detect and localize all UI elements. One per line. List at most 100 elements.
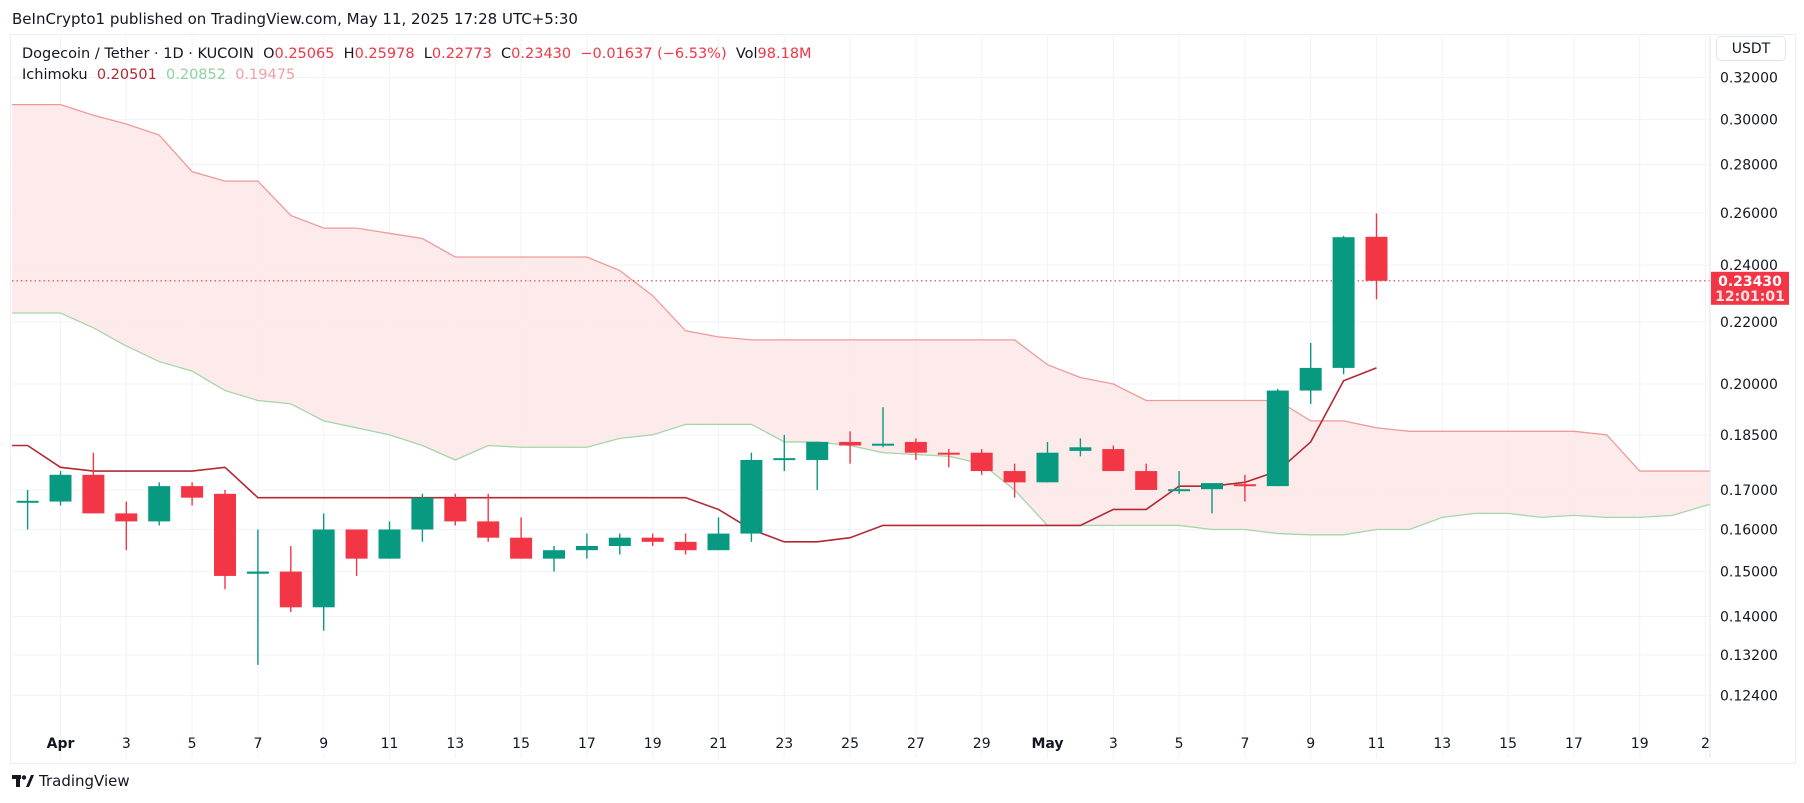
- ohlc-row: Dogecoin / Tether · 1D · KUCOIN O0.25065…: [22, 44, 812, 65]
- candle: [279, 545, 302, 612]
- candle-body: [970, 452, 993, 472]
- candle: [970, 449, 993, 475]
- candle: [1233, 474, 1256, 502]
- candle-body: [904, 441, 927, 453]
- ichimoku-lead-a-line: [12, 312, 1710, 536]
- candle: [411, 493, 434, 542]
- candle: [148, 482, 171, 526]
- candle: [246, 529, 269, 665]
- symbol-title[interactable]: Dogecoin / Tether · 1D · KUCOIN: [22, 46, 254, 62]
- candle: [1332, 235, 1355, 375]
- candle-body: [1332, 237, 1355, 368]
- candle-body: [312, 529, 335, 608]
- last-price-label: 0.23430 12:01:01: [1711, 271, 1789, 305]
- ichimoku-lead-b-line: [12, 103, 1710, 472]
- candle-body: [214, 493, 236, 576]
- candle-body: [148, 486, 171, 522]
- candle-body: [1102, 449, 1125, 472]
- x-tick-label: 3: [122, 736, 131, 752]
- ichimoku-conversion-line: [12, 367, 1377, 543]
- candle-body: [246, 571, 269, 574]
- candle-body: [345, 529, 368, 559]
- candle-body: [1365, 236, 1388, 281]
- x-tick-label: 7: [253, 736, 262, 752]
- candle-body: [641, 537, 664, 542]
- candle-body: [543, 550, 565, 559]
- y-tick-label: 0.15000: [1720, 565, 1778, 581]
- y-tick-label: 0.20000: [1720, 377, 1778, 393]
- candle-body: [806, 441, 829, 460]
- close-label: C: [501, 46, 512, 62]
- candle: [674, 533, 697, 555]
- candle-body: [674, 541, 697, 551]
- x-tick-label: 15: [1499, 736, 1517, 752]
- change-value: −0.01637 (−6.53%): [580, 46, 727, 62]
- ichimoku-cloud: [12, 104, 1710, 535]
- chart-frame: [10, 34, 1796, 764]
- candle-body: [510, 537, 533, 559]
- y-tick-label: 0.17000: [1720, 483, 1778, 499]
- candle: [806, 441, 829, 490]
- candle-body: [1299, 367, 1322, 391]
- candle: [82, 452, 105, 514]
- x-tick-label: 23: [775, 736, 793, 752]
- x-tick-label: 27: [907, 736, 925, 752]
- candle-body: [1168, 489, 1191, 492]
- y-tick-label: 0.26000: [1720, 206, 1778, 222]
- candle: [1036, 441, 1059, 483]
- candle-body: [16, 500, 39, 503]
- ichimoku-lead-a-value: 0.20852: [166, 67, 226, 83]
- candle: [1168, 471, 1191, 494]
- time-axis: Apr 3 5 7 9 11 13 15 17 19 21 23 25 27 29 May 3 5 7 9 11 13 15…: [47, 736, 1710, 752]
- volume-value: 98.18M: [757, 46, 812, 62]
- ichimoku-conversion-value: 0.20501: [96, 67, 157, 83]
- last-price-value: 0.23430: [1718, 274, 1782, 290]
- y-tick-label: 0.14000: [1720, 610, 1778, 626]
- x-tick-label: 19: [644, 736, 662, 752]
- x-tick-label: 15: [512, 736, 530, 752]
- candle-body: [1003, 471, 1026, 483]
- x-tick-label: 17: [1565, 736, 1583, 752]
- x-tick-label: 9: [319, 736, 328, 752]
- candle: [1266, 388, 1289, 487]
- candle-body: [1266, 390, 1289, 487]
- publisher-caption: BeInCrypto1 published on TradingView.com…: [12, 10, 578, 28]
- candle-body: [1233, 484, 1256, 487]
- candle-body: [575, 545, 598, 551]
- candle: [1365, 213, 1388, 300]
- currency-button[interactable]: USDT: [1716, 36, 1786, 61]
- candle: [312, 513, 335, 631]
- indicator-name[interactable]: Ichimoku: [22, 67, 88, 83]
- candle-body: [773, 458, 796, 461]
- x-tick-label: 5: [1175, 736, 1184, 752]
- x-tick-label: 29: [973, 736, 991, 752]
- candle: [1201, 483, 1223, 514]
- candle-body: [872, 443, 894, 446]
- x-tick-label: 11: [1368, 736, 1386, 752]
- candle: [510, 517, 533, 559]
- candle: [641, 533, 664, 546]
- low-value: 0.22773: [431, 46, 492, 62]
- high-value: 0.25978: [354, 46, 415, 62]
- candle: [575, 533, 598, 559]
- x-tick-label: 2: [1701, 736, 1710, 752]
- candle-body: [1069, 447, 1092, 451]
- candle-body: [378, 529, 401, 559]
- x-tick-label: May: [1031, 736, 1063, 752]
- candle: [115, 501, 138, 551]
- y-tick-label: 0.13200: [1720, 648, 1778, 664]
- volume-label: Vol: [735, 46, 758, 62]
- candle: [839, 431, 862, 464]
- candle: [904, 438, 927, 460]
- candle: [1069, 438, 1092, 457]
- candle-body: [181, 486, 204, 498]
- candle: [214, 489, 236, 590]
- candle: [444, 493, 467, 526]
- candle: [181, 482, 204, 506]
- x-tick-label: 13: [1433, 736, 1451, 752]
- x-tick-label: 21: [710, 736, 728, 752]
- y-tick-label: 0.28000: [1720, 158, 1778, 174]
- indicator-row: Ichimoku 0.20501 0.20852 0.19475: [22, 65, 812, 86]
- x-tick-label: 3: [1109, 736, 1118, 752]
